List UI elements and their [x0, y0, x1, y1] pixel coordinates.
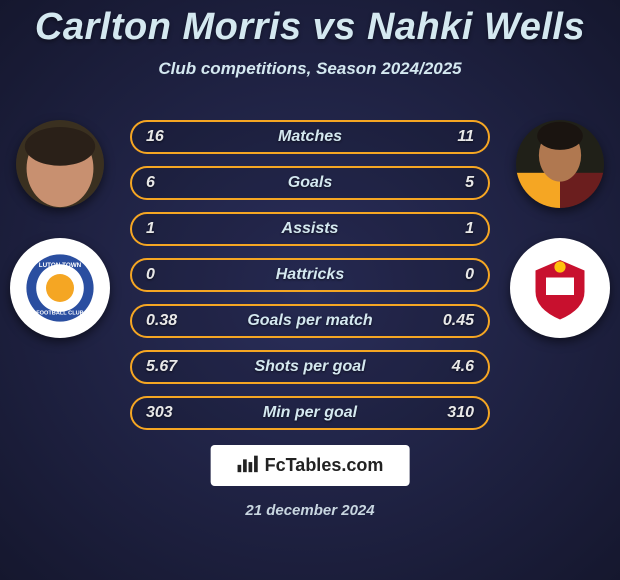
- stat-left-value: 0.38: [146, 312, 188, 330]
- stat-left-value: 16: [146, 128, 188, 146]
- stat-row: 16 Matches 11: [130, 120, 490, 154]
- stat-left-value: 1: [146, 220, 188, 238]
- stat-right-value: 4.6: [432, 358, 474, 376]
- stat-row: 303 Min per goal 310: [130, 396, 490, 430]
- stat-right-value: 310: [432, 404, 474, 422]
- footer-brand[interactable]: FcTables.com: [211, 445, 410, 486]
- stat-left-value: 6: [146, 174, 188, 192]
- player-right-avatar: [516, 120, 604, 208]
- svg-text:LUTON TOWN: LUTON TOWN: [39, 262, 82, 269]
- right-column: [510, 120, 610, 338]
- stat-right-value: 11: [432, 128, 474, 146]
- stats-table: 16 Matches 11 6 Goals 5 1 Assists 1 0 Ha…: [130, 120, 490, 430]
- page-title: Carlton Morris vs Nahki Wells: [0, 0, 620, 49]
- footer-brand-text: FcTables.com: [265, 455, 384, 476]
- stat-row: 0.38 Goals per match 0.45: [130, 304, 490, 338]
- stat-row: 5.67 Shots per goal 4.6: [130, 350, 490, 384]
- stat-left-value: 5.67: [146, 358, 188, 376]
- footer-date: 21 december 2024: [0, 502, 620, 519]
- stat-right-value: 0: [432, 266, 474, 284]
- svg-text:FOOTBALL CLUB: FOOTBALL CLUB: [36, 311, 83, 317]
- stat-right-value: 5: [432, 174, 474, 192]
- stat-left-value: 0: [146, 266, 188, 284]
- page-subtitle: Club competitions, Season 2024/2025: [0, 59, 620, 79]
- player-left-avatar: [16, 120, 104, 208]
- stat-left-value: 303: [146, 404, 188, 422]
- stat-row: 1 Assists 1: [130, 212, 490, 246]
- stat-right-value: 1: [432, 220, 474, 238]
- stat-row: 0 Hattricks 0: [130, 258, 490, 292]
- player-left-club-crest: LUTON TOWN FOOTBALL CLUB: [10, 238, 110, 338]
- stat-right-value: 0.45: [432, 312, 474, 330]
- left-column: LUTON TOWN FOOTBALL CLUB: [10, 120, 110, 338]
- stat-row: 6 Goals 5: [130, 166, 490, 200]
- chart-icon: [237, 453, 259, 478]
- player-right-club-crest: [510, 238, 610, 338]
